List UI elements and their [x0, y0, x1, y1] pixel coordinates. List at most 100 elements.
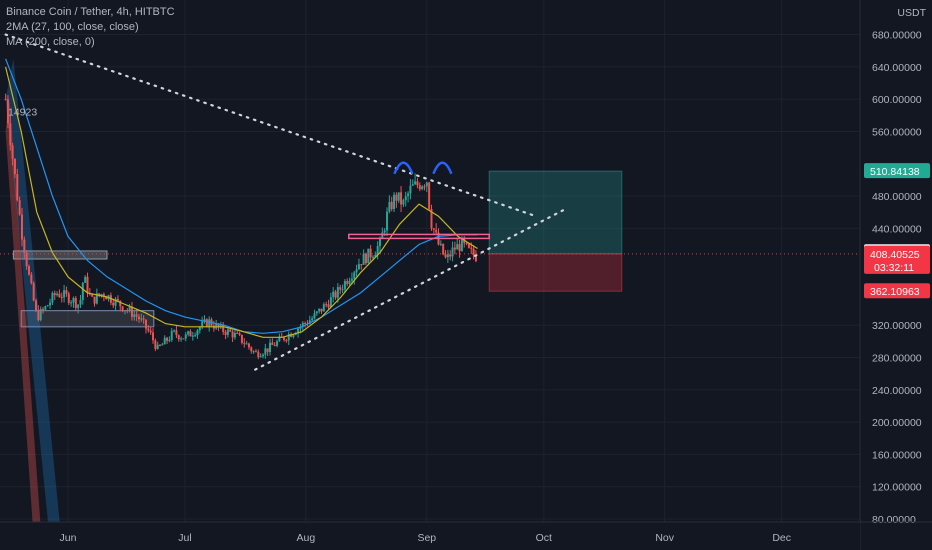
candle-body: [292, 334, 295, 337]
price-tick-label: 120.00000: [872, 482, 922, 494]
candle-body: [44, 306, 47, 310]
price-tick-label: 280.00000: [872, 353, 922, 365]
candle-body: [18, 200, 21, 215]
candle-body: [46, 305, 49, 307]
currency-label[interactable]: USDT: [897, 7, 926, 19]
candle-body: [269, 342, 272, 353]
candle-body: [341, 289, 344, 291]
candle-body: [63, 290, 66, 298]
candle-body: [198, 327, 201, 331]
candle-body: [357, 264, 360, 270]
candle-body: [77, 304, 80, 308]
candle-body: [49, 302, 52, 306]
candle-body: [175, 330, 178, 336]
candle-body: [240, 334, 243, 343]
price-tag[interactable]: [864, 283, 930, 299]
candle-body: [149, 330, 152, 333]
upper-trendline[interactable]: [4, 33, 538, 218]
double-top-arc[interactable]: [432, 161, 453, 175]
candle-body: [114, 298, 117, 306]
candle-body: [343, 281, 346, 290]
loss-zone[interactable]: [488, 253, 623, 292]
candle-body: [128, 306, 131, 311]
indicator-ma-label[interactable]: MA (200, close, 0): [6, 36, 95, 48]
candle-body: [262, 354, 264, 357]
candle-body: [32, 283, 35, 301]
candle-body: [465, 243, 468, 245]
candle-body: [381, 232, 384, 239]
candle-body: [409, 185, 412, 194]
candle-body: [182, 338, 185, 340]
candle-body: [446, 254, 449, 258]
candle-body: [355, 269, 358, 273]
ma-slow-line: [5, 58, 478, 334]
candle-body: [219, 324, 222, 328]
candle-body: [81, 282, 84, 300]
candle-body: [435, 229, 438, 233]
candle-body: [322, 304, 325, 312]
candle-body: [362, 253, 365, 265]
candle-body: [264, 348, 267, 355]
candle-body: [184, 334, 187, 339]
candle-body: [320, 308, 323, 312]
candle-body: [142, 318, 145, 320]
candle-body: [86, 276, 89, 293]
indicator-2ma-label[interactable]: 2MA (27, 100, close, close): [6, 21, 139, 33]
resistance-box[interactable]: [12, 250, 108, 260]
price-tick-label: 80.00000: [872, 514, 916, 526]
candle-body: [472, 248, 475, 255]
candle-body: [23, 239, 26, 253]
candle-body: [432, 228, 435, 230]
candle-body: [25, 252, 28, 267]
support-box[interactable]: [20, 310, 155, 328]
candle-body: [346, 281, 349, 284]
candle-body: [308, 320, 311, 325]
candle-body: [166, 337, 169, 341]
candle-body: [79, 299, 82, 305]
candle-body: [152, 332, 155, 341]
candle-body: [53, 293, 56, 296]
candle-body: [93, 296, 96, 304]
time-axis[interactable]: [0, 522, 860, 550]
candle-body: [173, 330, 176, 332]
candle-body: [156, 344, 159, 349]
candle-body: [390, 201, 393, 210]
candle-body: [238, 333, 241, 335]
candle-body: [386, 211, 389, 231]
symbol-title[interactable]: Binance Coin / Tether, 4h, HITBTC: [6, 6, 175, 18]
candle-body: [180, 338, 183, 340]
candle-body: [304, 322, 307, 324]
neckline[interactable]: [348, 233, 490, 240]
double-top-arc[interactable]: [393, 161, 414, 175]
ma-value-label: 14923: [8, 106, 37, 118]
profit-zone[interactable]: [488, 170, 623, 255]
candle-body: [423, 186, 426, 188]
price-tick-label: 320.00000: [872, 320, 922, 332]
candle-body: [451, 247, 454, 257]
candle-body: [203, 319, 206, 322]
candle-body: [353, 272, 356, 279]
candle-body: [194, 335, 197, 337]
price-tag-value: 510.84138: [870, 166, 920, 178]
candle-body: [393, 194, 396, 210]
price-scale[interactable]: [860, 0, 932, 550]
candle-body: [130, 306, 133, 317]
candle-body: [112, 302, 115, 306]
candle-body: [39, 308, 42, 321]
candle-body: [72, 298, 75, 303]
price-tag[interactable]: [864, 245, 930, 274]
lower-trendline[interactable]: [254, 207, 569, 371]
candle-body: [449, 254, 452, 257]
candle-body: [42, 308, 45, 310]
time-tick-label: Oct: [536, 532, 552, 544]
candle-body: [91, 294, 94, 297]
candle-body: [119, 300, 122, 307]
price-tag[interactable]: [864, 163, 930, 179]
candle-body: [285, 340, 288, 342]
time-tick-label: Dec: [772, 532, 791, 544]
candle-body: [257, 351, 260, 358]
candle-body: [208, 319, 211, 327]
candle-body: [135, 314, 138, 317]
candle-body: [379, 238, 381, 247]
